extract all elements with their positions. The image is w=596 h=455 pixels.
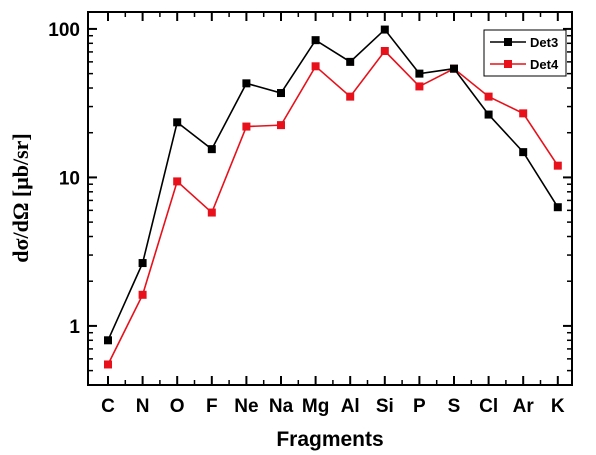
x-tick-label: K	[551, 396, 565, 417]
legend-marker-det4	[504, 60, 512, 68]
data-point-det4	[484, 92, 493, 101]
x-tick-label: S	[448, 396, 461, 417]
x-tick-label: Al	[341, 396, 360, 417]
data-point-det4	[104, 360, 112, 369]
series-line-det4	[107, 49, 559, 365]
data-point-det4	[311, 62, 320, 71]
data-point-det4	[553, 161, 562, 170]
data-point-det3	[242, 79, 251, 88]
y-tick-label: 100	[48, 20, 80, 41]
data-point-det4	[277, 121, 285, 130]
data-point-det3	[380, 25, 389, 34]
x-tick-label: P	[413, 396, 426, 417]
data-point-det3	[138, 259, 147, 268]
data-point-det3	[311, 36, 320, 45]
data-point-det4	[207, 208, 216, 217]
y-tick-label: 10	[59, 168, 80, 189]
legend-label-det3: Det3	[530, 35, 558, 50]
x-tick-label: Mg	[302, 396, 329, 417]
x-tick-label: Si	[376, 396, 394, 417]
x-tick-label: F	[206, 396, 218, 417]
legend-box	[483, 29, 567, 77]
legend-entries: Det3 Det4	[490, 35, 559, 72]
x-tick-label: Ar	[513, 396, 535, 417]
x-ticks	[107, 12, 559, 385]
minor-ticks	[88, 34, 572, 372]
data-point-det3	[207, 145, 216, 154]
major-ticks	[88, 27, 572, 327]
data-point-det4	[519, 109, 528, 118]
data-point-det4	[380, 47, 389, 56]
data-point-det3	[519, 148, 528, 157]
y-axis-title: dσ/dΩ [μb/sr]	[8, 133, 33, 262]
data-point-det3	[277, 89, 285, 98]
x-tick-label: Ne	[234, 396, 258, 417]
data-point-det3	[450, 64, 458, 73]
data-point-det3	[173, 118, 182, 127]
x-tick-label: C	[101, 396, 115, 417]
x-tick-label: Na	[269, 396, 294, 417]
data-point-det3	[104, 336, 112, 345]
data-point-det3	[346, 57, 355, 66]
data-point-det3	[415, 69, 424, 78]
data-point-det4	[415, 82, 424, 91]
plot-frame	[87, 11, 573, 386]
x-tick-labels: C N O F Ne Na Mg Al Si P S Cl Ar K	[101, 396, 565, 417]
x-tick-label: Cl	[479, 396, 498, 417]
legend: Det3 Det4	[483, 29, 567, 77]
series-line-det3	[107, 28, 559, 341]
data-point-det4	[242, 122, 251, 131]
legend-marker-det3	[504, 38, 512, 46]
data-point-det3	[553, 203, 562, 212]
data-point-det4	[173, 177, 182, 186]
y-tick-labels: 1 10 100	[48, 20, 80, 338]
x-tick-label: O	[170, 396, 185, 417]
x-tick-label: N	[136, 396, 150, 417]
y-tick-label: 1	[69, 317, 80, 338]
data-point-det3	[484, 110, 493, 119]
x-axis-title: Fragments	[276, 428, 383, 451]
series-layer	[104, 25, 562, 369]
legend-label-det4: Det4	[530, 57, 559, 72]
data-point-det4	[138, 290, 147, 299]
data-point-det4	[346, 92, 355, 101]
